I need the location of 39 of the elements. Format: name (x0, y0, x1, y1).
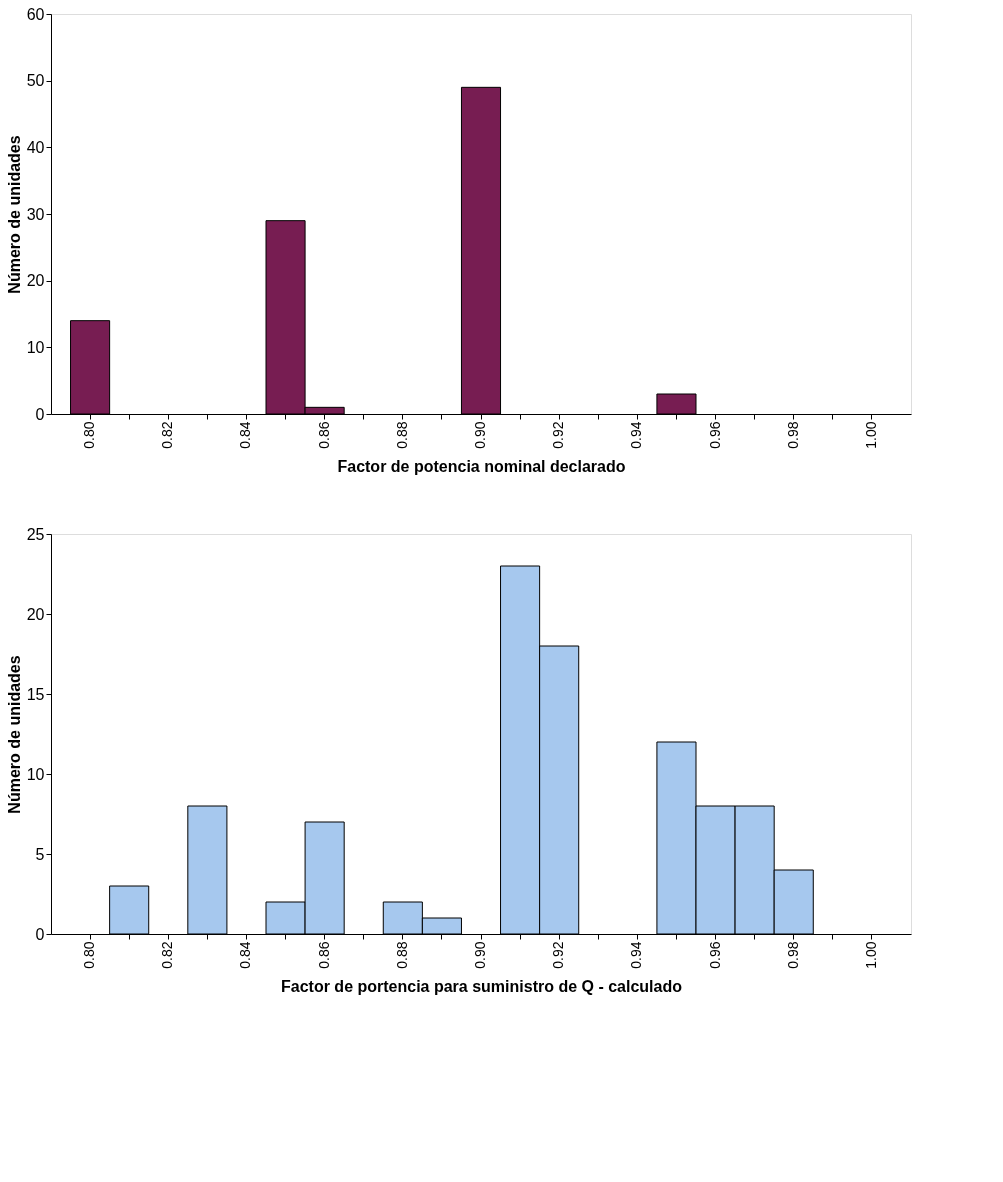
x-tick-label: 1.00 (862, 941, 879, 969)
x-tick-label: 0.88 (393, 421, 410, 449)
y-tick-label: 30 (26, 205, 45, 223)
x-tick-label: 0.94 (628, 941, 645, 969)
x-tick-label: 0.96 (706, 941, 723, 969)
y-tick-label: 0 (35, 405, 45, 423)
x-tick-label: 0.86 (315, 941, 332, 969)
x-tick-label: 1.00 (862, 421, 879, 449)
y-axis-title: Número de unidades (5, 655, 23, 814)
y-tick-label: 5 (35, 845, 45, 863)
x-tick-label: 0.86 (315, 421, 332, 449)
y-tick-label: 10 (26, 765, 45, 783)
x-tick-label: 0.90 (472, 941, 488, 969)
x-tick-label: 0.82 (159, 421, 176, 449)
y-tick-label: 0 (35, 925, 45, 943)
y-tick-label: 60 (26, 5, 45, 23)
x-tick-label: 0.96 (706, 421, 723, 449)
x-tick-label: 0.88 (393, 941, 410, 969)
y-tick-label: 10 (26, 338, 45, 356)
y-tick-label: 50 (26, 72, 45, 90)
x-tick-label: 0.84 (237, 421, 254, 449)
x-tick-label: 0.94 (628, 421, 645, 449)
x-tick-label: 0.80 (81, 421, 98, 449)
x-tick-label: 0.98 (784, 941, 801, 969)
x-tick-label: 0.98 (784, 421, 801, 449)
y-axis-title: Número de unidades (5, 135, 23, 294)
x-axis-title: Factor de portencia para suministro de Q - calculado (281, 977, 683, 995)
x-tick-label: 0.80 (81, 941, 98, 969)
x-tick-label: 0.82 (159, 941, 176, 969)
y-tick-label: 40 (26, 138, 45, 156)
x-tick-label: 0.92 (550, 941, 567, 969)
y-tick-label: 15 (26, 685, 45, 703)
y-tick-label: 20 (26, 605, 45, 623)
x-tick-label: 0.84 (237, 941, 254, 969)
x-tick-label: 0.90 (472, 421, 488, 449)
x-axis-title: Factor de potencia nominal declarado (337, 457, 626, 475)
y-tick-label: 25 (26, 525, 45, 543)
x-tick-label: 0.92 (550, 421, 567, 449)
y-tick-label: 20 (26, 272, 45, 290)
